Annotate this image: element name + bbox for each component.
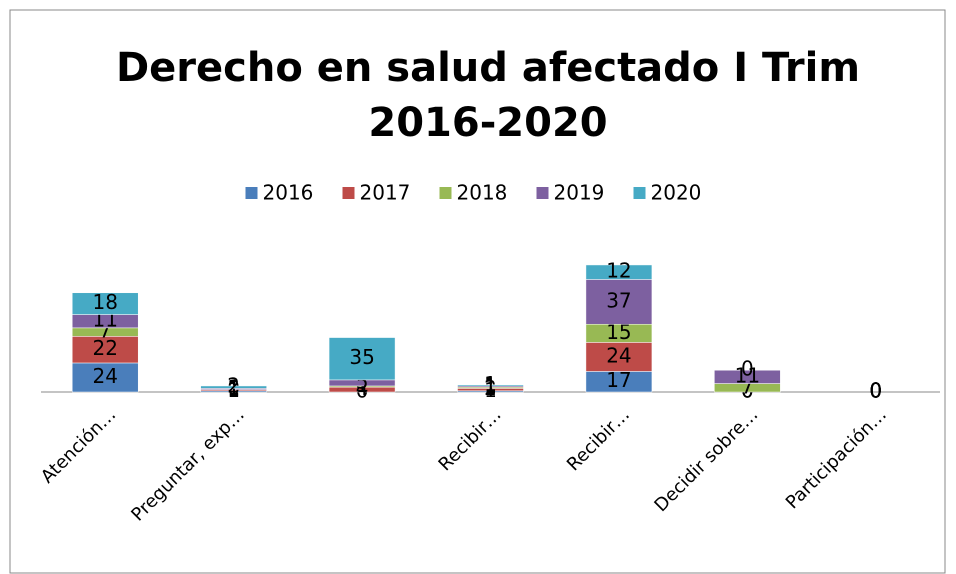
bar-segment (585, 279, 653, 325)
bar-segment (585, 342, 653, 372)
data-label: 18 (92, 290, 117, 314)
legend-label: 2018 (457, 181, 508, 205)
bar-segment (71, 292, 139, 315)
bar-segment (328, 337, 396, 381)
legend-label: 2016 (263, 181, 314, 205)
bar-segment (71, 362, 139, 393)
data-label: 17 (606, 368, 631, 392)
legend-swatch (245, 187, 258, 199)
data-label: 12 (606, 259, 631, 283)
data-label: 35 (349, 345, 374, 369)
legend-label: 2017 (360, 181, 411, 205)
data-label: 24 (92, 364, 117, 388)
data-label: 2 (227, 374, 240, 398)
legend-swatch (342, 187, 355, 199)
data-label: 0 (741, 357, 754, 381)
data-label: 0 (869, 379, 882, 403)
data-label: 22 (92, 336, 117, 360)
bar-segment (457, 384, 524, 387)
bar-segment (585, 264, 653, 280)
legend-swatch (536, 187, 549, 199)
chart-title: Derecho en salud afectado I Trim (116, 45, 860, 91)
bar-segment (200, 385, 267, 389)
data-label: 0 (869, 379, 882, 403)
data-label: 11 (735, 363, 760, 387)
legend-label: 2020 (651, 181, 702, 205)
data-label: 37 (606, 288, 631, 312)
data-label: 24 (606, 343, 631, 367)
bar-segment (714, 369, 781, 384)
legend-label: 2019 (554, 181, 605, 205)
data-label: 0 (869, 379, 882, 403)
chart-frame (9, 9, 946, 574)
legend-swatch (439, 187, 452, 199)
chart-subtitle: 2016-2020 (368, 100, 607, 146)
legend-swatch (633, 187, 646, 199)
data-label: 0 (869, 379, 882, 403)
data-label: 0 (869, 379, 882, 403)
data-label: 1 (484, 372, 497, 396)
